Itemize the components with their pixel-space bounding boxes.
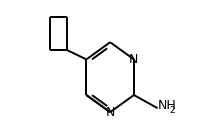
Text: N: N: [105, 106, 115, 119]
Text: N: N: [129, 53, 139, 66]
Text: 2: 2: [170, 106, 175, 115]
Text: NH: NH: [158, 99, 177, 112]
